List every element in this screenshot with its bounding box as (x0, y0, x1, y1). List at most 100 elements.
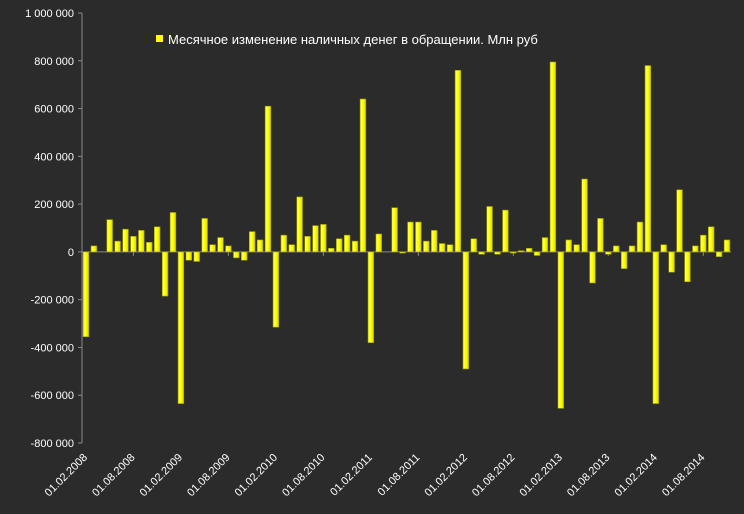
bar (256, 239, 264, 253)
bar (423, 240, 430, 253)
bar (169, 212, 177, 253)
bar (636, 221, 644, 253)
bar (454, 70, 462, 253)
bar (351, 240, 359, 253)
bar (565, 239, 572, 253)
x-tick-label: 01.08.2009 (185, 452, 232, 499)
bar (177, 251, 185, 404)
bar (431, 230, 438, 253)
bar (526, 248, 533, 253)
bar (541, 237, 549, 253)
bar (620, 251, 628, 269)
bar (233, 251, 240, 259)
bar (280, 234, 287, 253)
bar (154, 226, 161, 253)
bar (209, 244, 216, 253)
y-tick-label: 1 000 000 (25, 8, 74, 20)
x-tick-label: 01.02.2009 (138, 452, 185, 499)
bar (225, 245, 232, 253)
bar (106, 219, 113, 253)
bar (328, 248, 335, 253)
bar (130, 236, 137, 253)
bar (146, 242, 153, 253)
x-tick-label: 01.08.2011 (376, 452, 423, 499)
bar (217, 237, 224, 253)
x-tick-label: 01.02.2014 (613, 452, 660, 499)
bar (399, 251, 406, 254)
bar (367, 251, 375, 343)
bar (494, 251, 501, 255)
bar (478, 251, 485, 255)
bar (82, 251, 90, 337)
x-tick-label: 01.02.2011 (328, 452, 375, 499)
x-tick-label: 01.02.2012 (423, 452, 470, 499)
x-tick-label: 01.08.2012 (470, 452, 517, 499)
y-axis: -800 000 -600 000 -400 000 -200 000 0 200 000… (25, 8, 82, 450)
bar (502, 209, 509, 253)
bar (597, 218, 604, 253)
bar (557, 251, 564, 409)
bar (312, 225, 319, 253)
bar (264, 105, 272, 253)
bar (296, 196, 303, 253)
bar (549, 61, 557, 253)
bar (272, 251, 280, 328)
legend-label: Месячное изменение наличных денег в обра… (168, 32, 538, 47)
bar (90, 245, 98, 253)
y-tick-label: -400 000 (31, 342, 74, 354)
bar (375, 233, 382, 253)
bar (336, 238, 343, 253)
y-tick-label: 200 000 (34, 199, 74, 211)
bar (486, 206, 493, 253)
bar (700, 234, 707, 253)
bar (668, 251, 675, 273)
bar (510, 251, 517, 254)
bar (114, 240, 121, 253)
x-tick-label: 01.08.2014 (660, 452, 707, 499)
bar (708, 226, 715, 253)
bars-series (82, 61, 731, 409)
legend-swatch (156, 35, 163, 42)
bar (652, 251, 659, 404)
y-tick-label: -600 000 (31, 390, 74, 402)
bar (185, 251, 192, 261)
x-tick-label: 01.02.2010 (233, 452, 280, 499)
bar (518, 250, 525, 253)
bar (573, 244, 580, 253)
bar (723, 239, 731, 253)
bar (684, 251, 691, 283)
bar (581, 178, 588, 253)
legend: Месячное изменение наличных денег в обра… (156, 32, 538, 47)
bar (605, 251, 612, 255)
bar (359, 98, 367, 253)
bar (407, 221, 414, 253)
bar (589, 251, 596, 284)
bar (304, 236, 311, 253)
bar (438, 243, 446, 253)
bar (415, 221, 422, 253)
y-tick-label: 0 (68, 247, 74, 259)
bar (391, 207, 398, 253)
y-tick-label: 800 000 (34, 56, 74, 68)
y-tick-label: -800 000 (31, 438, 74, 450)
bar (320, 224, 327, 253)
x-tick-label: 01.02.2008 (43, 452, 90, 499)
bar (201, 218, 208, 253)
bar (644, 65, 652, 253)
bar (613, 245, 620, 253)
bar (241, 251, 248, 261)
bar (288, 244, 295, 253)
x-tick-label: 01.08.2008 (90, 452, 137, 499)
bar (122, 228, 129, 253)
y-tick-label: 400 000 (34, 151, 74, 163)
bar (628, 245, 636, 253)
bar (533, 251, 541, 256)
y-tick-label: 600 000 (34, 104, 74, 116)
bar (470, 238, 477, 253)
y-tick-label: -200 000 (31, 295, 74, 307)
bar (676, 189, 683, 253)
bar (343, 234, 351, 253)
bar (193, 251, 200, 262)
